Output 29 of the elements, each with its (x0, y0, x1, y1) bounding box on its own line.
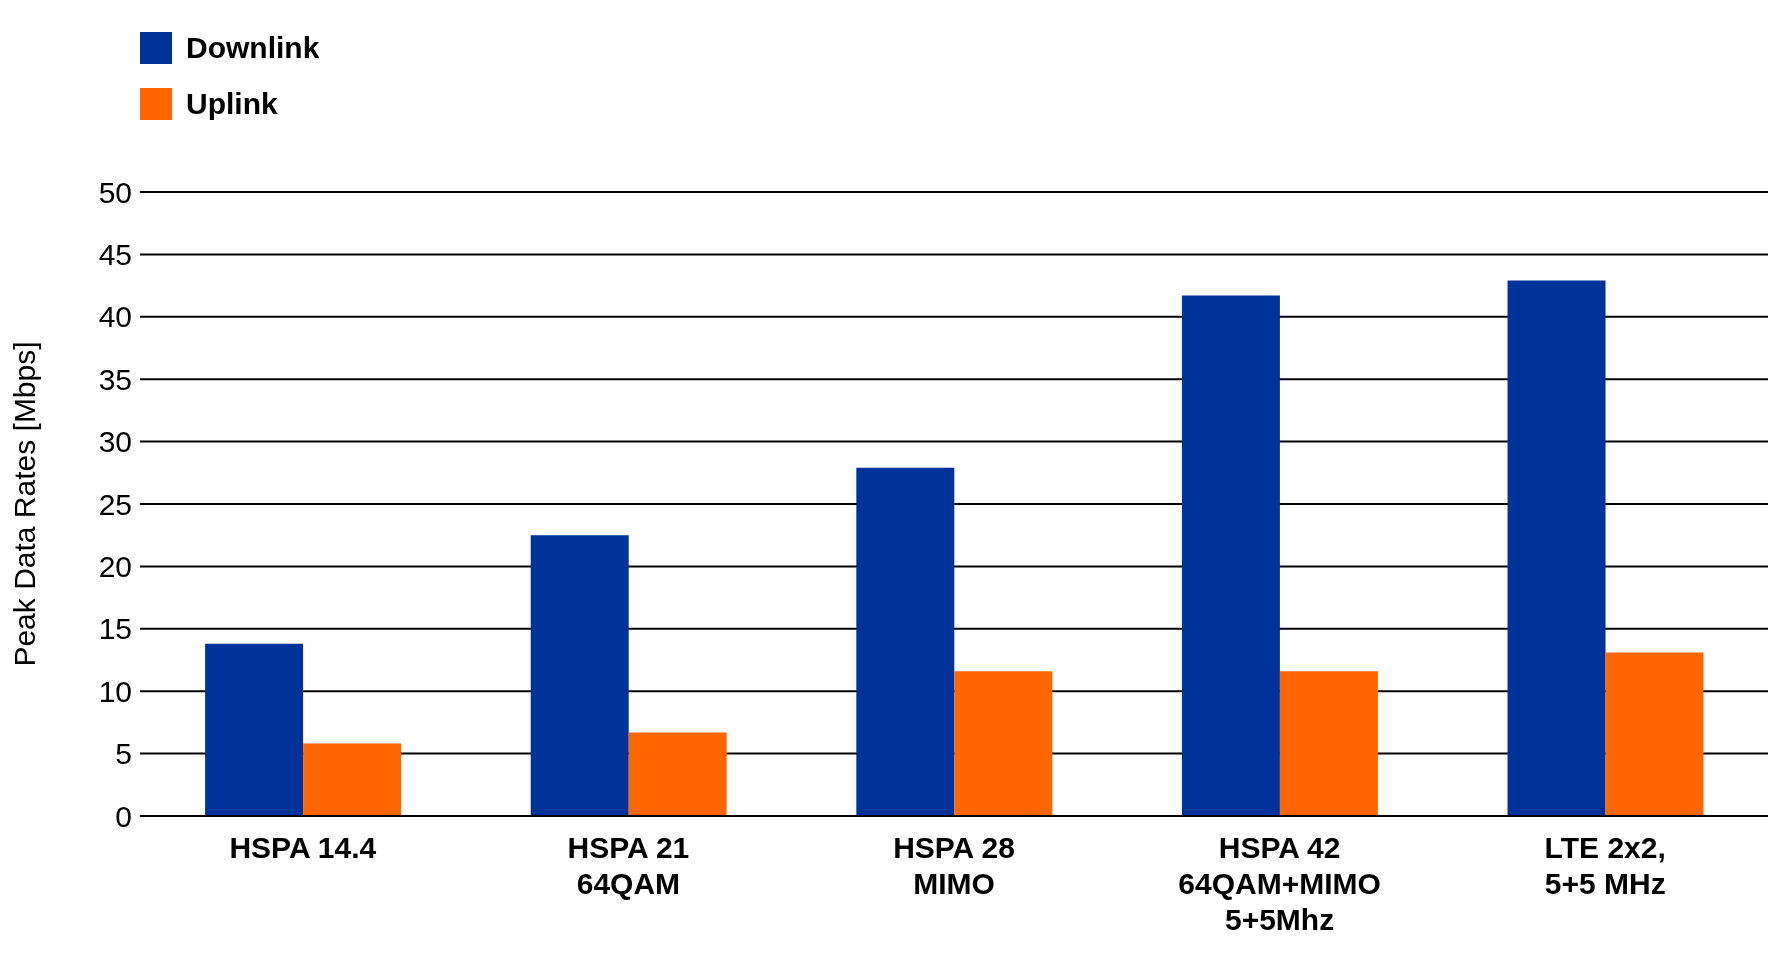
y-tick-label: 40 (98, 300, 132, 334)
x-tick-label: HSPA 14.4 (229, 831, 377, 864)
x-tick-label: HSPA 28 MIMO (893, 831, 1015, 900)
legend-label: Uplink (186, 87, 278, 121)
bar (205, 643, 304, 816)
x-tick-label: HSPA 21 64QAM (567, 831, 690, 900)
y-tick-label: 5 (115, 737, 132, 771)
y-axis-title: Peak Data Rates [Mbps] (7, 341, 41, 667)
x-tick-label: HSPA 42 64QAM+MIMO 5+5Mhz (1178, 831, 1381, 936)
bar (1181, 295, 1280, 816)
bar (856, 467, 955, 816)
bar (628, 732, 727, 816)
y-tick-label: 45 (98, 238, 132, 272)
bar (1279, 671, 1378, 816)
y-tick-label: 0 (115, 799, 132, 833)
y-tick-label: 20 (98, 550, 132, 584)
legend-label: Downlink (186, 31, 320, 65)
bar (1507, 280, 1606, 816)
y-tick-label: 25 (98, 487, 132, 521)
bar (954, 671, 1053, 816)
y-tick-label: 10 (98, 674, 132, 708)
y-tick-label: 50 (98, 175, 132, 209)
y-tick-label: 15 (98, 612, 132, 646)
y-tick-label: 35 (98, 362, 132, 396)
y-tick-label: 30 (98, 425, 132, 459)
x-tick-label: LTE 2x2, 5+5 MHz (1544, 831, 1666, 900)
bar (530, 535, 629, 816)
bar (303, 743, 402, 816)
bar (1605, 652, 1704, 816)
